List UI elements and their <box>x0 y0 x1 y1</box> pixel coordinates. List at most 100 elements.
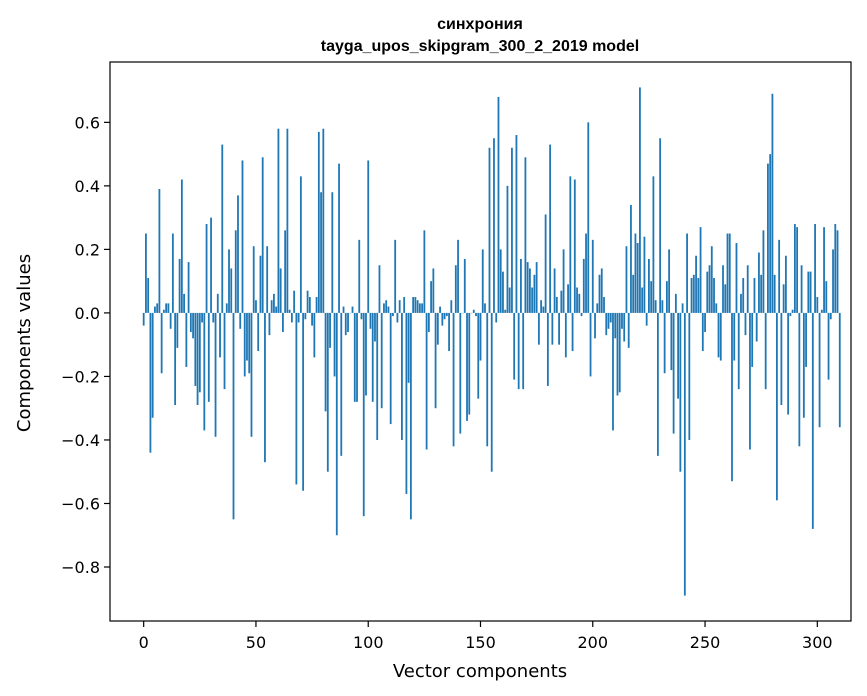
bar <box>630 204 632 313</box>
bar <box>778 239 781 313</box>
bar <box>531 287 534 313</box>
bar <box>344 312 347 336</box>
bar <box>369 312 372 329</box>
bar <box>493 138 495 313</box>
bar <box>735 243 738 313</box>
bar <box>192 312 194 339</box>
bar <box>201 312 203 323</box>
bar <box>511 147 513 313</box>
bar <box>762 230 765 313</box>
bar <box>618 312 621 393</box>
x-tick-label: 200 <box>577 633 608 652</box>
bar <box>198 312 201 393</box>
bar <box>569 176 572 313</box>
bar <box>295 312 298 485</box>
bar <box>760 274 763 313</box>
bar <box>654 300 657 313</box>
bar <box>634 233 637 313</box>
bar <box>418 303 421 313</box>
bar <box>791 309 794 313</box>
bar <box>273 293 275 313</box>
bar <box>302 312 305 491</box>
bar <box>692 274 695 313</box>
bar <box>246 312 248 361</box>
bar <box>443 312 446 320</box>
bar <box>751 312 754 367</box>
bar <box>722 265 724 313</box>
bar <box>672 312 675 434</box>
bar <box>277 128 280 313</box>
bar <box>351 306 354 313</box>
bar <box>394 239 397 313</box>
bar <box>425 312 428 450</box>
bar <box>490 312 493 472</box>
bar <box>784 255 787 313</box>
bar <box>252 246 255 313</box>
bar <box>838 312 841 428</box>
bar <box>259 255 262 313</box>
bar <box>178 258 181 313</box>
bar <box>697 277 700 313</box>
bar <box>544 214 547 313</box>
bar <box>149 312 152 453</box>
bar <box>270 300 273 313</box>
bar <box>663 312 666 374</box>
bar <box>142 312 145 326</box>
bar <box>636 243 639 313</box>
bar <box>679 312 682 472</box>
bar <box>562 249 565 313</box>
bar <box>255 300 257 313</box>
bar <box>701 312 704 352</box>
bar <box>232 312 235 520</box>
chart-title: синхрония <box>437 16 523 33</box>
bar <box>771 93 774 313</box>
bar <box>560 290 563 313</box>
bar <box>333 312 336 377</box>
bar <box>540 300 543 313</box>
bar <box>212 312 215 323</box>
bar <box>409 312 412 520</box>
bar <box>154 306 156 313</box>
bar <box>322 128 325 313</box>
bar <box>210 217 212 313</box>
bar <box>158 189 161 313</box>
bar <box>749 312 751 450</box>
bar <box>665 281 668 313</box>
bar <box>187 262 190 313</box>
bar <box>686 233 688 313</box>
bar <box>378 265 381 313</box>
bar <box>827 312 830 380</box>
bar <box>621 312 623 329</box>
x-tick-label: 100 <box>353 633 384 652</box>
bar <box>558 312 560 345</box>
bar <box>205 223 208 313</box>
bar <box>219 312 221 358</box>
bar <box>625 246 628 313</box>
bar <box>475 312 477 317</box>
bar <box>708 265 711 313</box>
bar <box>587 122 590 313</box>
bar <box>793 223 796 313</box>
bar <box>488 147 491 313</box>
bar <box>816 297 819 313</box>
bar <box>555 297 558 313</box>
bar <box>832 249 834 313</box>
bar <box>520 258 522 313</box>
bar <box>268 312 271 336</box>
bar <box>695 255 697 313</box>
bar <box>486 312 489 447</box>
bar <box>542 306 545 313</box>
y-tick-label: −0.4 <box>61 431 100 450</box>
bar <box>342 306 345 313</box>
bar <box>472 309 475 313</box>
bar <box>782 284 785 313</box>
bar <box>432 268 435 313</box>
bar <box>367 160 370 313</box>
x-tick-label: 250 <box>690 633 721 652</box>
bar <box>264 312 266 463</box>
bar <box>764 312 767 390</box>
bar <box>603 297 605 313</box>
bar <box>401 312 403 440</box>
bar <box>371 312 374 402</box>
bar <box>814 223 816 313</box>
